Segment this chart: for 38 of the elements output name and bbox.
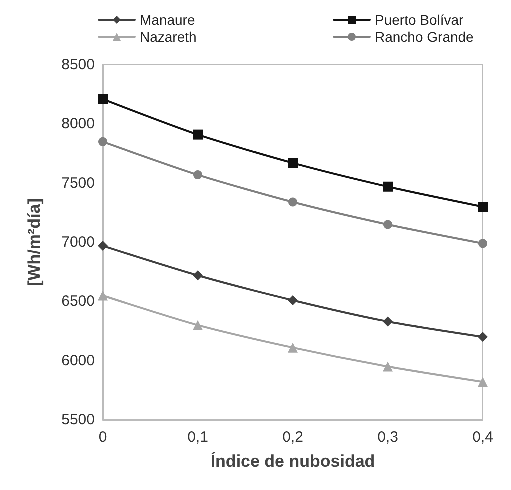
y-tick-label: 6500 — [62, 293, 95, 310]
point — [193, 130, 203, 140]
point — [193, 270, 203, 281]
y-tick-label: 5500 — [62, 412, 95, 428]
point — [478, 239, 488, 248]
x-tick-label: 0,4 — [472, 429, 494, 446]
point — [383, 182, 393, 192]
x-axis-title: Índice de nubosidad — [210, 451, 376, 471]
point — [194, 170, 202, 180]
point — [383, 316, 393, 327]
point — [98, 137, 108, 146]
point — [98, 290, 108, 301]
y-tick-label: 6000 — [62, 352, 95, 370]
y-tick-label: 7000 — [62, 234, 95, 251]
point — [288, 158, 298, 168]
y-axis-title: [Wh/m²día] — [25, 198, 44, 286]
x-tick-label: 0,1 — [188, 429, 208, 446]
legend-label: Puerto Bolívar — [375, 12, 464, 28]
point — [98, 94, 108, 104]
legend-label: Manaure — [140, 12, 196, 28]
y-tick-label: 8000 — [62, 116, 95, 133]
point — [383, 362, 393, 372]
x-tick-label: 0 — [98, 429, 108, 446]
y-tick-label: 8500 — [62, 56, 95, 74]
x-tick-label: 0,2 — [282, 429, 304, 446]
point — [478, 377, 488, 388]
point — [98, 241, 108, 252]
point — [193, 320, 203, 330]
point — [478, 332, 488, 342]
x-tick-label: 0,3 — [378, 429, 398, 446]
y-tick-label: 7500 — [62, 174, 95, 192]
point — [288, 342, 298, 353]
point — [384, 220, 392, 230]
point — [288, 198, 298, 207]
legend-label: Rancho Grande — [375, 29, 474, 45]
point — [478, 202, 488, 212]
point — [288, 295, 298, 306]
legend-label: Nazareth — [140, 29, 197, 45]
